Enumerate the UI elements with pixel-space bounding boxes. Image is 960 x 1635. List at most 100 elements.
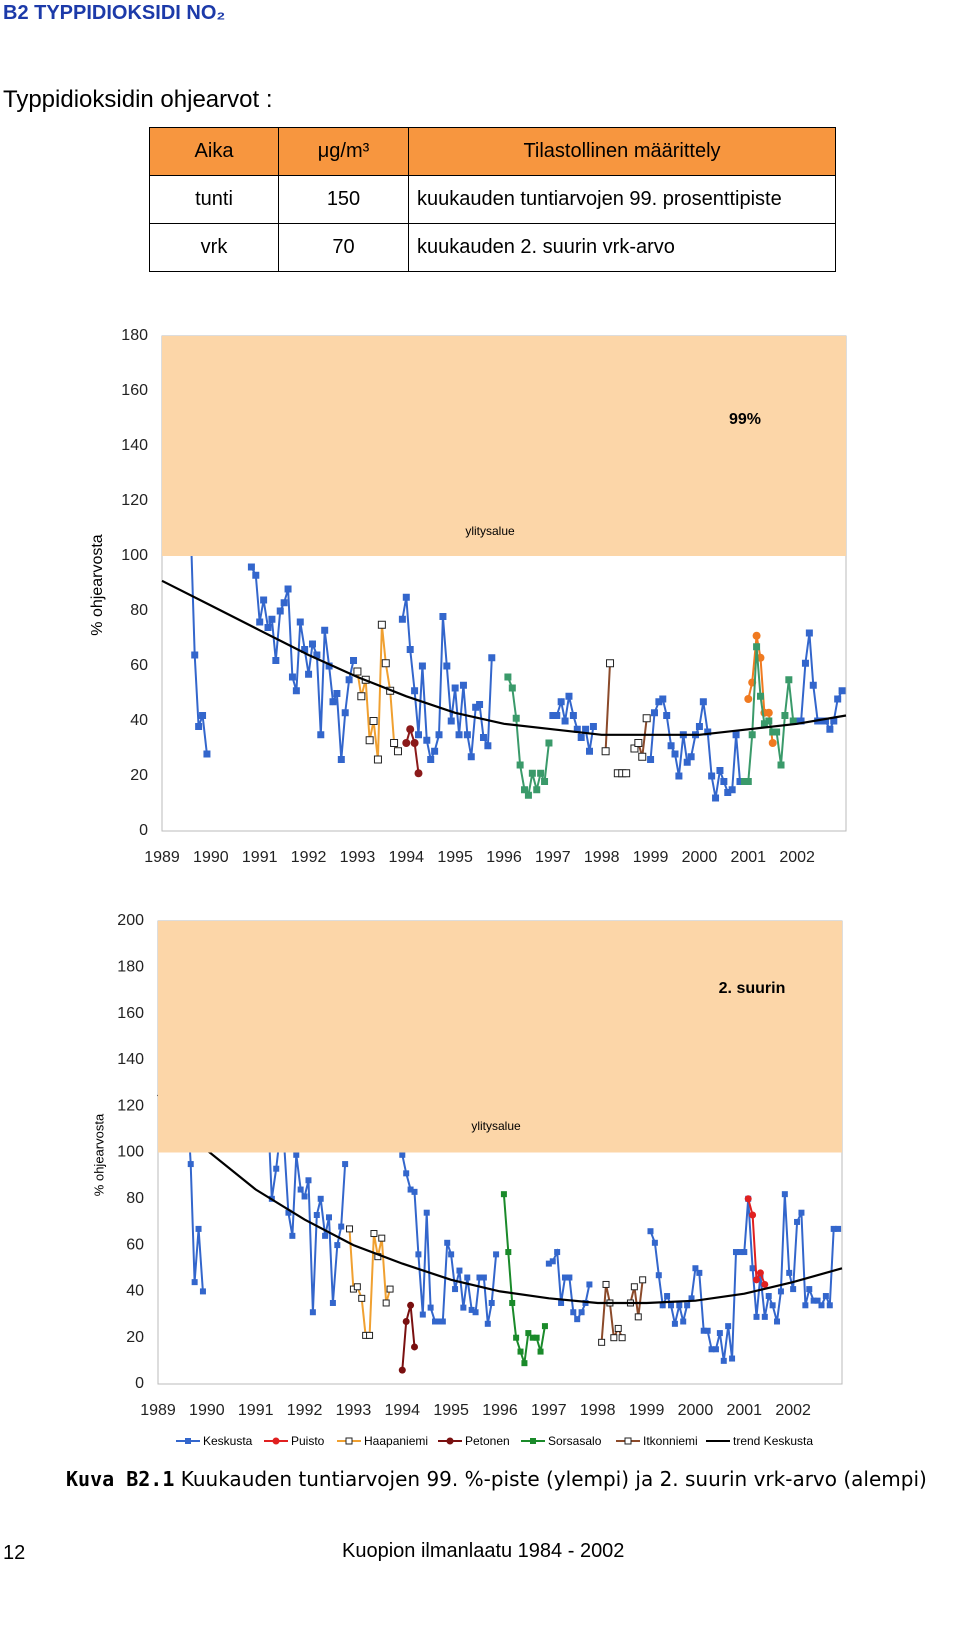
x-tick-label: 1993 bbox=[336, 1402, 372, 1419]
data-point bbox=[439, 1318, 446, 1325]
data-point bbox=[472, 1309, 479, 1316]
data-point bbox=[835, 1225, 842, 1232]
data-point bbox=[805, 629, 813, 637]
data-point bbox=[822, 1293, 829, 1300]
data-point bbox=[427, 1304, 434, 1311]
data-point bbox=[680, 1318, 687, 1325]
header-cell: Tilastollinen määrittely bbox=[408, 127, 836, 176]
data-point bbox=[818, 1302, 825, 1309]
data-point bbox=[297, 1186, 304, 1193]
data-point bbox=[402, 593, 410, 601]
data-point bbox=[377, 620, 386, 629]
data-point bbox=[765, 717, 773, 725]
x-tick-label: 1989 bbox=[140, 1402, 176, 1419]
data-point bbox=[781, 712, 789, 719]
y-tick-label: 140 bbox=[117, 1051, 144, 1068]
data-point bbox=[716, 767, 724, 774]
data-point bbox=[268, 615, 276, 623]
legend-label: Puisto bbox=[291, 1434, 325, 1448]
data-point bbox=[386, 1285, 394, 1293]
data-point bbox=[322, 1232, 329, 1239]
data-point bbox=[365, 736, 374, 745]
table-row: vrk 70 kuukauden 2. suurin vrk-arvo bbox=[149, 223, 836, 272]
data-point bbox=[712, 1346, 719, 1353]
y-tick-label: 0 bbox=[139, 822, 148, 839]
x-tick-label: 1994 bbox=[388, 849, 424, 866]
data-point bbox=[411, 1188, 418, 1195]
data-point bbox=[358, 1294, 366, 1302]
data-point bbox=[407, 1186, 414, 1193]
data-point bbox=[802, 1302, 809, 1309]
annotation: 99% bbox=[729, 411, 761, 428]
header-cell: μg/m³ bbox=[278, 127, 409, 176]
data-point bbox=[749, 1211, 757, 1219]
data-point bbox=[634, 739, 643, 747]
data-point bbox=[582, 725, 590, 733]
legend-label: Sorsasalo bbox=[548, 1434, 602, 1448]
data-point bbox=[247, 563, 255, 571]
y-tick-label: 100 bbox=[121, 547, 148, 564]
data-point bbox=[276, 607, 284, 615]
data-point bbox=[809, 681, 817, 689]
data-point bbox=[606, 659, 615, 668]
data-point bbox=[659, 695, 667, 703]
legend-marker bbox=[345, 1437, 353, 1445]
data-point bbox=[443, 662, 451, 670]
data-point bbox=[630, 1283, 638, 1291]
data-point bbox=[752, 631, 761, 640]
data-point bbox=[749, 1265, 756, 1272]
y-tick-label: 40 bbox=[130, 712, 148, 729]
data-point bbox=[789, 717, 797, 725]
data-point bbox=[821, 717, 829, 725]
data-point bbox=[288, 673, 296, 681]
x-tick-label: 1995 bbox=[433, 1402, 469, 1419]
data-point bbox=[785, 676, 793, 684]
intro-text: Typpidioksidin ohjearvot : bbox=[3, 86, 273, 113]
data-point bbox=[493, 1251, 500, 1258]
data-point bbox=[329, 1299, 336, 1306]
data-point bbox=[684, 1302, 691, 1309]
data-point bbox=[696, 1269, 703, 1276]
data-point bbox=[716, 1330, 723, 1337]
data-point bbox=[639, 1276, 647, 1284]
table-header: Aika μg/m³ Tilastollinen määrittely bbox=[149, 127, 836, 176]
data-point bbox=[566, 1274, 573, 1281]
data-point bbox=[406, 725, 415, 734]
data-point bbox=[195, 1225, 202, 1232]
x-tick-label: 1997 bbox=[531, 1402, 567, 1419]
data-point bbox=[488, 654, 496, 662]
data-point bbox=[558, 1299, 565, 1306]
data-point bbox=[402, 1317, 410, 1325]
data-point bbox=[525, 1330, 532, 1337]
data-point bbox=[326, 1214, 332, 1221]
data-point bbox=[760, 720, 768, 728]
cell: vrk bbox=[149, 223, 279, 272]
data-point bbox=[794, 1218, 801, 1225]
data-point bbox=[381, 659, 390, 668]
data-point bbox=[618, 1334, 626, 1342]
y-tick-label: 20 bbox=[126, 1329, 144, 1346]
data-point bbox=[688, 1295, 695, 1302]
data-point bbox=[557, 698, 565, 706]
data-point bbox=[460, 1304, 467, 1311]
data-point bbox=[692, 1265, 699, 1272]
annotation: 2. suurin bbox=[719, 980, 786, 997]
data-point bbox=[695, 723, 703, 730]
data-point bbox=[790, 1286, 797, 1293]
data-point bbox=[476, 701, 484, 708]
data-point bbox=[774, 1318, 781, 1325]
data-point bbox=[402, 739, 411, 747]
data-point bbox=[187, 1161, 194, 1168]
data-point bbox=[793, 717, 801, 725]
data-point bbox=[638, 752, 647, 761]
data-point bbox=[586, 1281, 593, 1288]
data-point bbox=[650, 709, 658, 717]
data-point bbox=[393, 747, 402, 756]
data-point bbox=[708, 1346, 715, 1353]
data-point bbox=[810, 1297, 817, 1304]
data-point bbox=[761, 1280, 769, 1288]
data-point bbox=[529, 1334, 536, 1341]
legend-label: Itkonniemi bbox=[643, 1434, 698, 1448]
data-point bbox=[432, 1318, 439, 1325]
data-point bbox=[337, 756, 345, 763]
